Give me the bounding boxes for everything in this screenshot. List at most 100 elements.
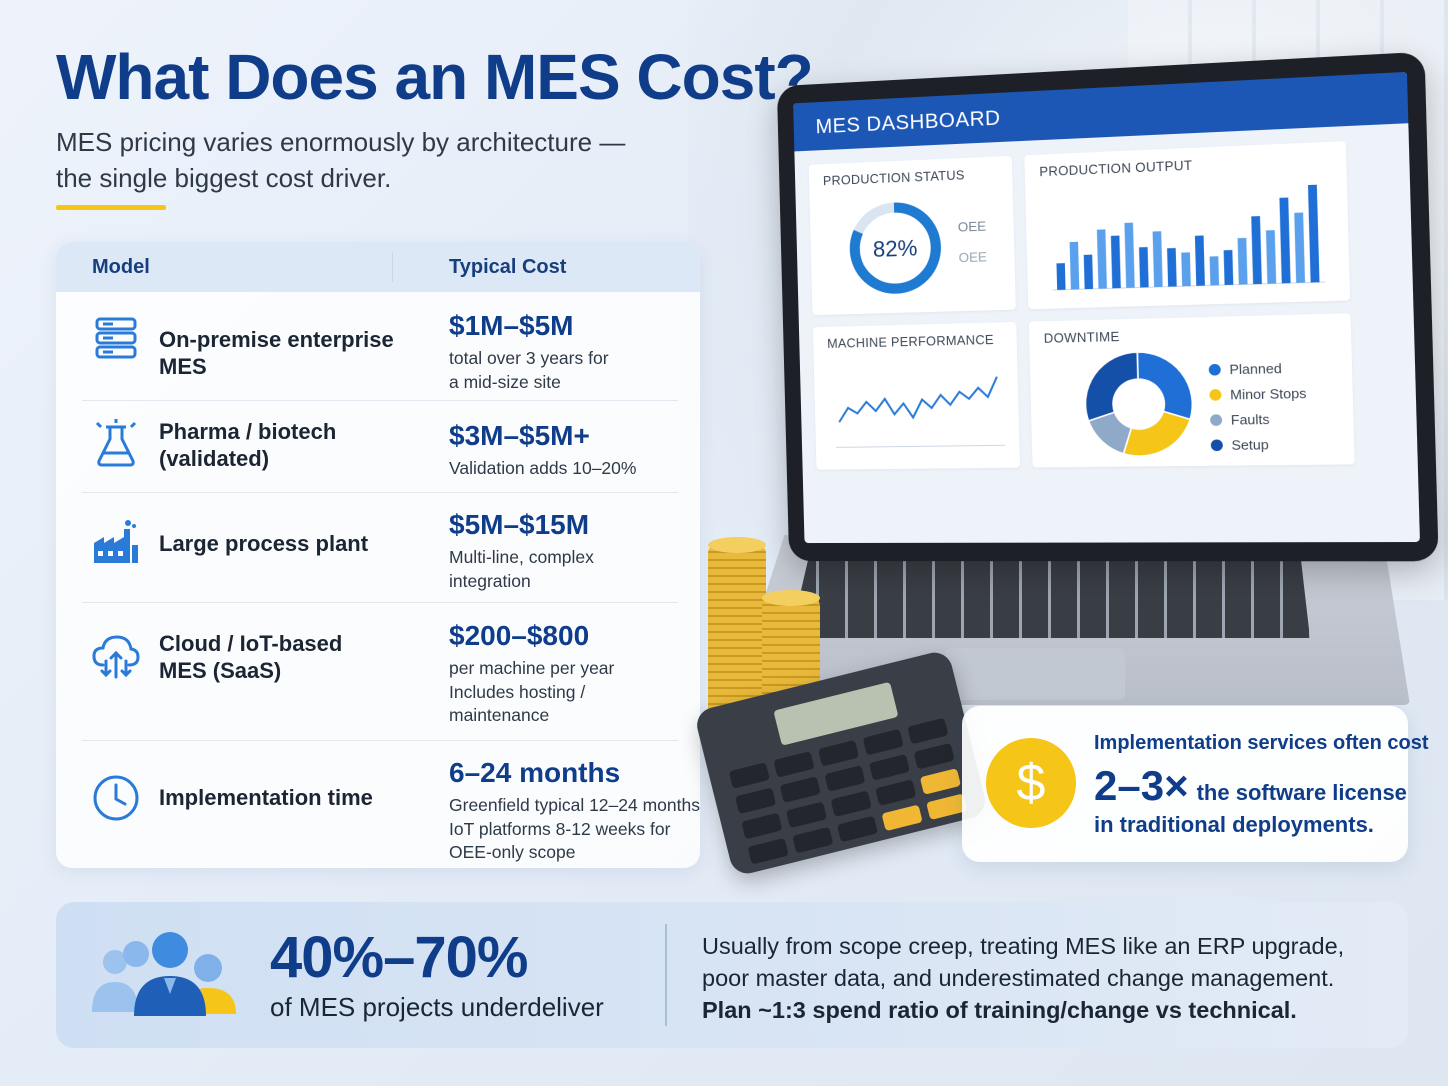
callout-line-2-rest: the software license: [1197, 780, 1407, 805]
note-line: IoT platforms 8-12 weeks for: [449, 818, 699, 842]
performance-line: [838, 377, 998, 422]
team-icon: [90, 928, 240, 1025]
production-output-panel: PRODUCTION OUTPUT: [1024, 141, 1350, 309]
dashboard-title: MES DASHBOARD: [793, 72, 1408, 152]
row-cost: $1M–$5M total over 3 years for a mid-siz…: [449, 309, 699, 394]
row-cost-note: Greenfield typical 12–24 months; IoT pla…: [449, 794, 699, 865]
output-bar: [1224, 250, 1234, 285]
row-cost-note: total over 3 years for a mid-size site: [449, 347, 699, 394]
factory-icon: [90, 516, 142, 568]
row-model: Cloud / IoT-based MES (SaaS): [159, 630, 439, 684]
flask-icon: [90, 418, 142, 470]
output-bar: [1195, 235, 1205, 285]
row-divider: [82, 602, 678, 603]
output-bar: [1266, 230, 1276, 284]
legend-dot: [1209, 363, 1221, 375]
row-cost-note: Validation adds 10–20%: [449, 457, 699, 481]
oee-label: OEE: [958, 218, 987, 234]
accent-underline: [56, 205, 166, 210]
output-bar: [1294, 213, 1305, 283]
note-line: per machine per year: [449, 657, 699, 681]
note-line: Greenfield typical 12–24 months;: [449, 794, 699, 818]
output-bar: [1167, 248, 1177, 287]
row-cost-note: per machine per year Includes hosting / …: [449, 657, 699, 728]
model-line: MES (SaaS): [159, 657, 439, 684]
note-line: Multi-line, complex: [449, 546, 699, 570]
downtime-slice: [1084, 352, 1139, 421]
underdeliver-label: of MES projects underdeliver: [270, 992, 604, 1023]
header-typical-cost: Typical Cost: [393, 256, 566, 279]
callout-line-2: 2–3× the software license: [1094, 762, 1407, 810]
row-cost: 6–24 months Greenfield typical 12–24 mon…: [449, 756, 699, 865]
note-line: total over 3 years for: [449, 347, 699, 371]
row-model: Implementation time: [159, 784, 439, 811]
row-model: Large process plant: [159, 530, 439, 557]
row-model: On-premise enterprise MES: [159, 326, 439, 380]
row-model: Pharma / biotech (validated): [159, 418, 439, 472]
output-bar: [1084, 255, 1093, 290]
row-divider: [82, 400, 678, 401]
row-cost-value: $1M–$5M: [449, 309, 699, 343]
row-cost-value: $5M–$15M: [449, 508, 699, 542]
bottom-stat-band: 40%–70% of MES projects underdeliver Usu…: [56, 902, 1408, 1048]
note-line: Validation adds 10–20%: [449, 457, 699, 481]
model-line: Cloud / IoT-based: [159, 630, 439, 657]
underdeliver-explanation: Usually from scope creep, treating MES l…: [702, 930, 1382, 1026]
header-model: Model: [56, 252, 393, 282]
laptop-screen: MES DASHBOARD PRODUCTION STATUS 82% OEE …: [777, 52, 1439, 562]
downtime-slice: [1122, 411, 1191, 456]
legend-dot: [1209, 389, 1221, 401]
output-bar: [1308, 185, 1320, 283]
explanation-text: Usually from scope creep, treating MES l…: [702, 933, 1344, 991]
downtime-legend: Planned Minor Stops Faults Setup: [1208, 355, 1308, 458]
note-line: maintenance: [449, 704, 699, 728]
legend-item: Minor Stops: [1209, 380, 1307, 407]
legend-dot: [1210, 414, 1222, 426]
laptop-trackpad: [945, 648, 1125, 700]
downtime-panel: DOWNTIME Planned Minor Stops Faults Setu…: [1029, 313, 1355, 467]
model-line: (validated): [159, 445, 439, 472]
legend-label: Minor Stops: [1230, 385, 1307, 402]
row-cost-value: 6–24 months: [449, 756, 699, 790]
output-bar: [1070, 242, 1080, 290]
legend-item: Faults: [1210, 406, 1308, 433]
output-bar: [1056, 263, 1065, 290]
row-cost-note: Multi-line, complex integration: [449, 546, 699, 593]
underdeliver-percentage: 40%–70%: [270, 924, 527, 991]
legend-dot: [1211, 439, 1223, 451]
dollar-icon: $: [986, 738, 1076, 828]
output-bar: [1124, 223, 1134, 288]
cloud-iot-icon: [90, 630, 142, 682]
laptop-keyboard: [790, 548, 1310, 638]
output-bar: [1210, 256, 1219, 285]
cost-table: Model Typical Cost On-premise enterprise…: [56, 242, 700, 868]
output-bar: [1097, 229, 1107, 288]
legend-item: Planned: [1208, 355, 1306, 382]
row-cost-value: $200–$800: [449, 619, 699, 653]
legend-label: Planned: [1229, 360, 1282, 377]
explanation-bold: Plan ~1:3 spend ratio of training/change…: [702, 997, 1297, 1023]
note-line: Includes hosting /: [449, 681, 699, 705]
model-line: Pharma / biotech: [159, 418, 439, 445]
legend-label: Faults: [1231, 411, 1270, 427]
callout-line-1: Implementation services often cost: [1094, 732, 1429, 755]
machine-performance-chart: [827, 347, 1009, 460]
output-bar: [1279, 198, 1290, 284]
band-divider: [665, 924, 667, 1026]
server-rack-icon: [90, 312, 142, 364]
callout-multiplier: 2–3×: [1094, 762, 1189, 809]
table-header: Model Typical Cost: [56, 242, 700, 292]
production-status-panel: PRODUCTION STATUS 82% OEE OEE: [809, 156, 1016, 315]
row-cost: $3M–$5M+ Validation adds 10–20%: [449, 419, 699, 481]
legend-item: Setup: [1210, 431, 1308, 457]
machine-performance-panel: MACHINE PERFORMANCE: [813, 322, 1020, 470]
downtime-slice: [1137, 351, 1193, 420]
row-cost: $200–$800 per machine per year Includes …: [449, 619, 699, 728]
coin-top: [708, 537, 766, 553]
output-bar: [1139, 247, 1149, 287]
oee-label: OEE: [958, 249, 987, 265]
production-status-gauge: 82% OEE OEE: [823, 181, 1009, 307]
page-title: What Does an MES Cost?: [56, 40, 813, 114]
output-bar: [1251, 216, 1262, 284]
callout-line-3: in traditional deployments.: [1094, 812, 1374, 838]
